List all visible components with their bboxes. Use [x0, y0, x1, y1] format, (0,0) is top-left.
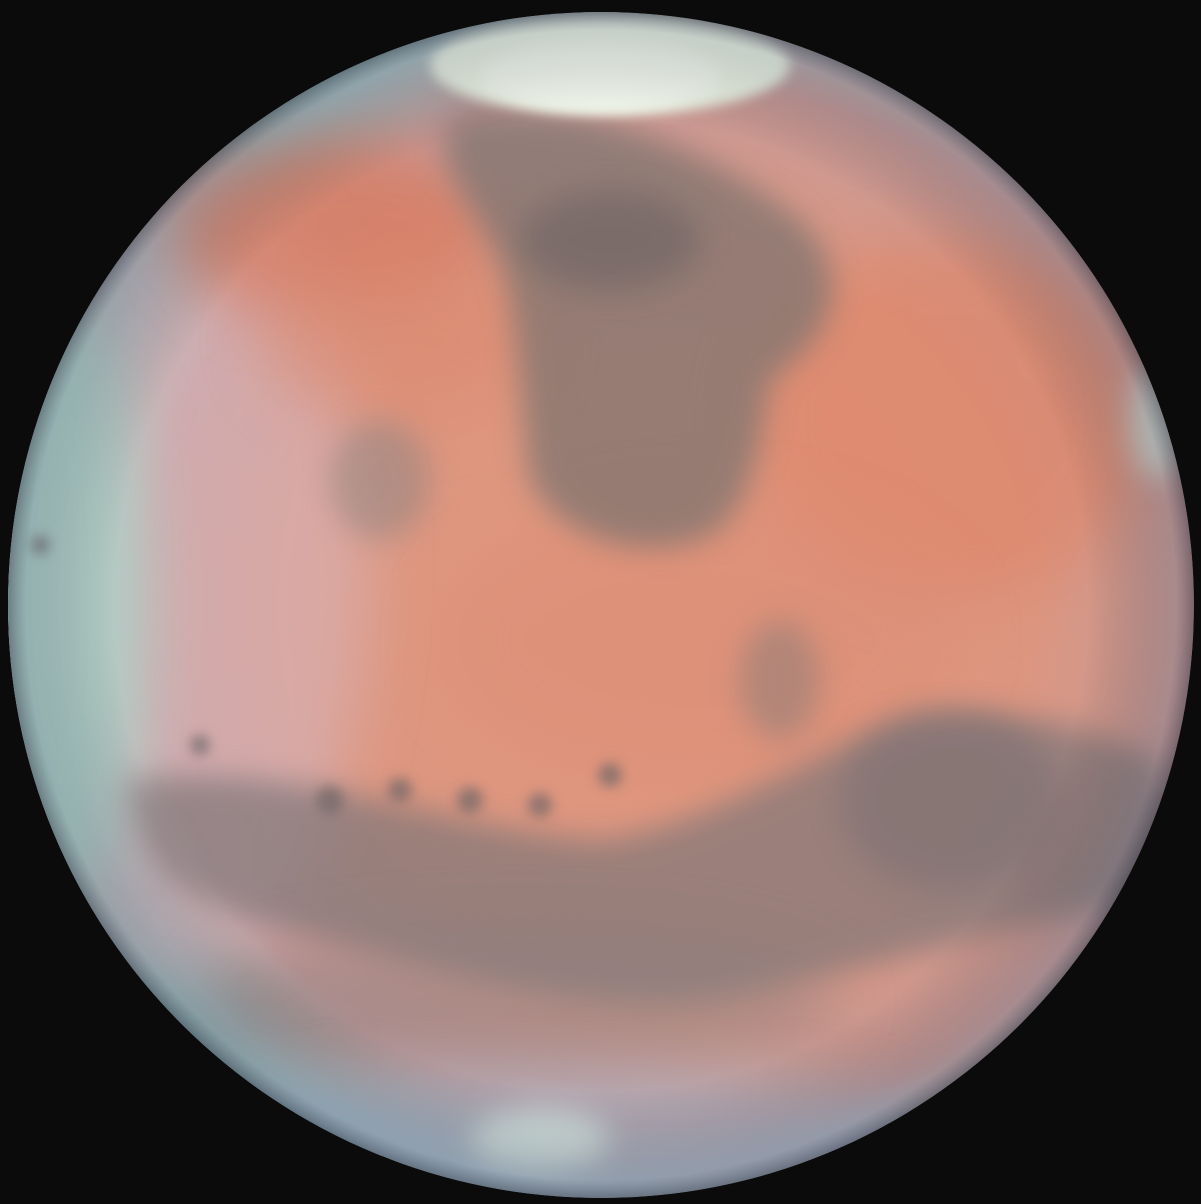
mars-image — [8, 12, 1194, 1198]
page — [8, 12, 1194, 1198]
